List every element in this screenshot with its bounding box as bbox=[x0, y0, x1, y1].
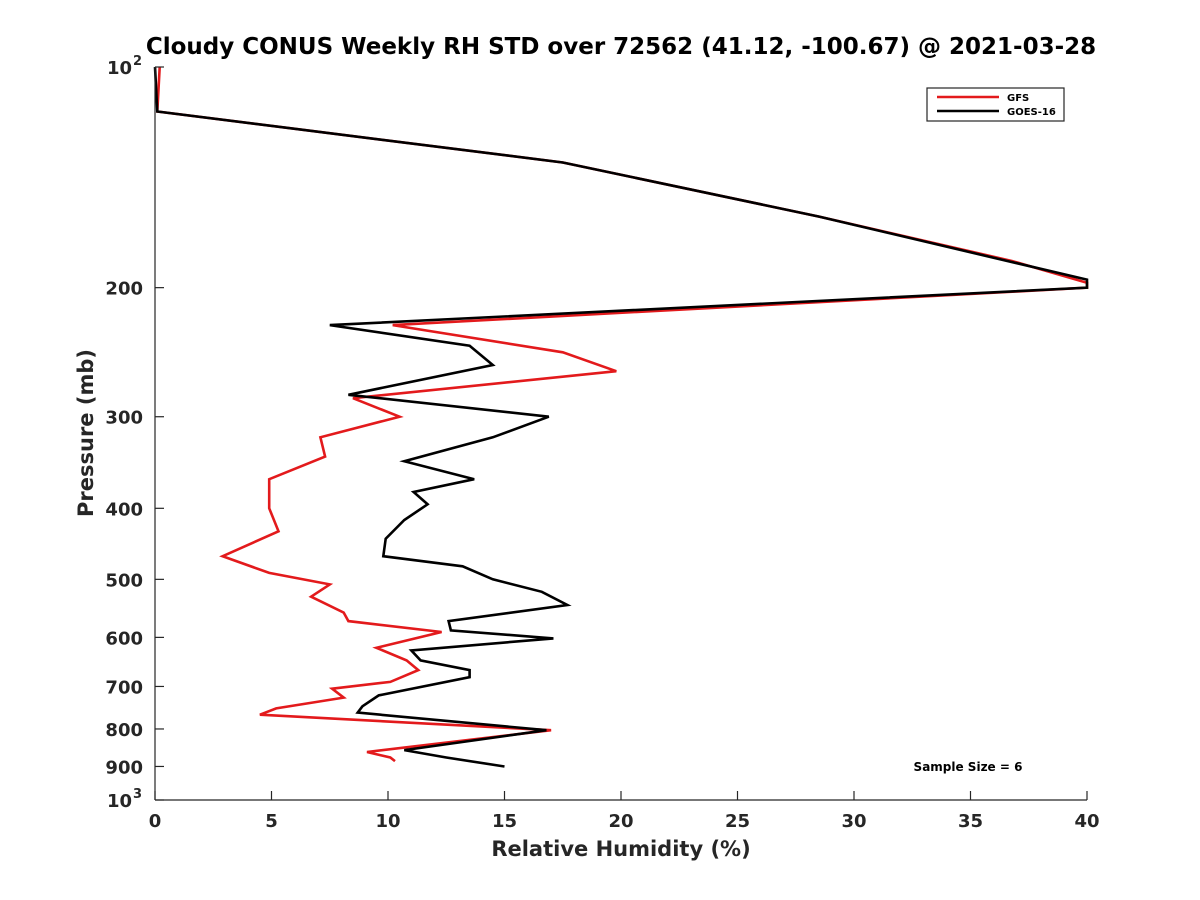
y-tick-label: 200 bbox=[105, 279, 143, 300]
x-axis-ticks: 0 5 10 15 20 25 30 35 40 bbox=[149, 791, 1100, 832]
y-axis-label: Pressure (mb) bbox=[74, 349, 98, 517]
x-tick-label: 15 bbox=[492, 811, 517, 832]
y-tick-label: 900 bbox=[105, 757, 143, 778]
legend-entry-label: GFS bbox=[1007, 93, 1029, 104]
legend-entry-label: GOES-16 bbox=[1007, 107, 1056, 118]
y-tick-label: 10 bbox=[107, 791, 132, 812]
x-tick-label: 10 bbox=[375, 811, 400, 832]
y-tick-label: 500 bbox=[105, 570, 143, 591]
x-tick-label: 30 bbox=[841, 811, 866, 832]
y-tick-exponent: 3 bbox=[133, 787, 142, 802]
legend: GFS GOES-16 bbox=[926, 87, 1065, 122]
series-layer bbox=[153, 66, 1089, 768]
y-tick-label: 10 bbox=[107, 58, 132, 79]
x-axis-label: Relative Humidity (%) bbox=[491, 837, 750, 861]
legend-box bbox=[926, 87, 1065, 122]
y-tick-label: 400 bbox=[105, 499, 143, 520]
x-tick-label: 20 bbox=[608, 811, 633, 832]
plot-area bbox=[155, 67, 1087, 800]
y-tick-label: 600 bbox=[105, 628, 143, 649]
y-tick-label: 800 bbox=[105, 720, 143, 741]
x-tick-label: 35 bbox=[958, 811, 983, 832]
y-tick-label: 300 bbox=[105, 408, 143, 429]
x-tick-label: 25 bbox=[725, 811, 750, 832]
series-line-goes-16 bbox=[153, 66, 1089, 768]
x-tick-label: 40 bbox=[1074, 811, 1099, 832]
y-tick-exponent: 2 bbox=[133, 54, 142, 69]
y-tick-label: 700 bbox=[105, 677, 143, 698]
x-tick-label: 5 bbox=[265, 811, 278, 832]
chart-title: Cloudy CONUS Weekly RH STD over 72562 (4… bbox=[146, 34, 1096, 60]
x-tick-label: 0 bbox=[149, 811, 162, 832]
sample-size-annotation: Sample Size = 6 bbox=[914, 760, 1023, 774]
